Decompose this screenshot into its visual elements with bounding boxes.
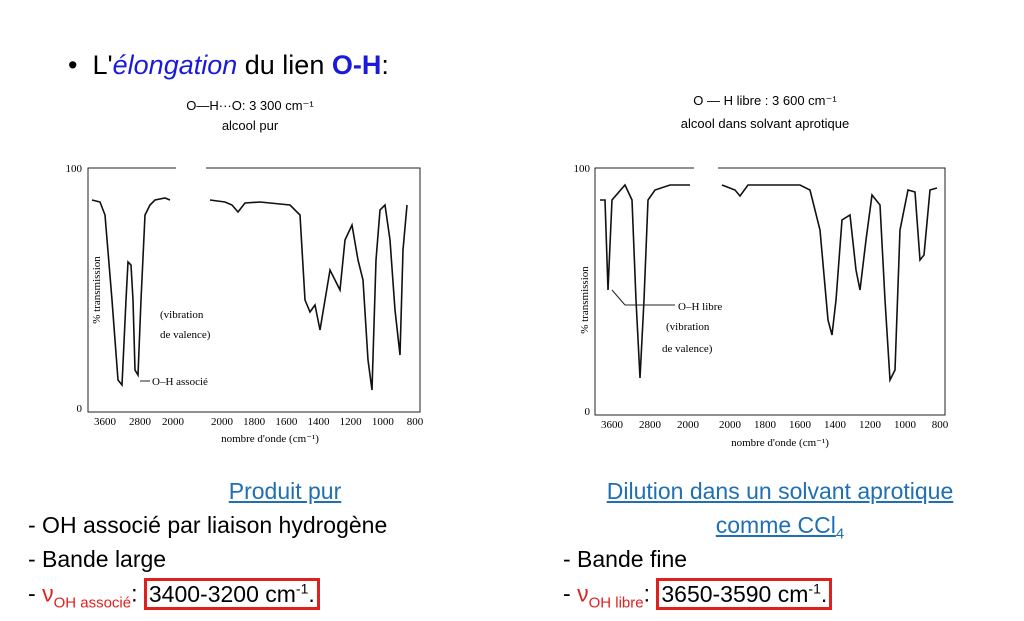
x-tick: 1600: [789, 419, 812, 431]
bold: O-H: [331, 50, 382, 80]
nu-line: - νOH associé: 3400-3200 cm-1.: [28, 577, 320, 612]
text: comme CCl: [715, 512, 836, 538]
text: :: [131, 580, 144, 607]
annotation: de valence): [662, 343, 713, 355]
value-box: 3650-3590 cm-1.: [656, 577, 833, 610]
y-label: % transmission: [579, 266, 591, 334]
y-tick: 100: [574, 163, 591, 175]
caption: alcool pur: [222, 118, 279, 133]
caption: O—H···O: 3 300 cm⁻¹: [186, 98, 314, 113]
caption: alcool dans solvant aprotique: [681, 116, 849, 131]
x-tick: 3600: [601, 419, 624, 431]
x-tick: 2800: [129, 416, 152, 428]
annotation: O–H associé: [152, 376, 208, 388]
spectrum: [91, 197, 408, 391]
subscript: 4: [835, 525, 845, 543]
x-tick: 2000: [162, 416, 185, 428]
text: du lien: [237, 50, 332, 80]
leader: [611, 289, 626, 306]
superscript: -1: [808, 580, 821, 596]
x-tick: 800: [407, 416, 424, 428]
x-tick: 2800: [639, 419, 662, 431]
x-label: nombre d'onde (cm⁻¹): [221, 433, 319, 445]
value: 3650-3590 cm: [661, 580, 809, 607]
x-tick: 1200: [859, 419, 882, 431]
x-ticks: 2000 1800 1600 1400 1200 1000 800: [719, 419, 949, 431]
x-tick: 3600: [94, 416, 117, 428]
gap: [694, 160, 718, 176]
annotation: (vibration: [160, 309, 204, 321]
subscript: OH libre: [588, 594, 644, 612]
y-tick: 100: [66, 163, 83, 175]
x-tick: 1000: [372, 416, 395, 428]
text: :: [381, 50, 389, 80]
x-tick: 2000: [677, 419, 700, 431]
symbol: ν: [577, 580, 589, 607]
x-tick: 1400: [824, 419, 847, 431]
x-tick: 2000: [211, 416, 234, 428]
x-tick: 2000: [719, 419, 742, 431]
x-label: nombre d'onde (cm⁻¹): [731, 437, 829, 449]
figure: O — H libre : 3 600 cm⁻¹ alcool dans sol…: [574, 93, 949, 449]
column-title: comme CCl4: [560, 512, 1000, 543]
x-tick: 1600: [275, 416, 298, 428]
annotation: de valence): [160, 329, 211, 341]
figures: O—H···O: 3 300 cm⁻¹ alcool pur % transmi…: [66, 93, 949, 449]
x-tick: 1400: [308, 416, 331, 428]
y-tick: 0: [585, 406, 591, 418]
line: - Bande fine: [563, 546, 688, 572]
x-tick: 1000: [894, 419, 917, 431]
text: .: [820, 580, 828, 607]
subscript: OH associé: [53, 594, 132, 612]
frame: [87, 167, 421, 413]
caption: O — H libre : 3 600 cm⁻¹: [693, 93, 837, 108]
text: :: [643, 580, 657, 607]
value: 3400-3200 cm: [148, 580, 296, 607]
nu-line: - νOH libre: 3650-3590 cm-1.: [563, 577, 833, 612]
line: - OH associé par liaison hydrogène: [28, 512, 388, 538]
text: -: [28, 580, 43, 607]
x-tick: 800: [932, 419, 949, 431]
y-label: % transmission: [91, 256, 103, 324]
column-title: Dilution dans un solvant aprotique: [606, 478, 954, 504]
x-ticks: 2000 1800 1600 1400 1200 1000 800: [211, 416, 424, 428]
x-tick: 1200: [340, 416, 363, 428]
x-tick: 1800: [243, 416, 266, 428]
text: L': [92, 50, 113, 80]
gap: [176, 160, 206, 176]
column-title: Produit pur: [228, 478, 342, 504]
x-tick: 1800: [754, 419, 777, 431]
superscript: -1: [295, 580, 309, 596]
annotation: (vibration: [666, 321, 710, 333]
y-tick: 0: [77, 403, 83, 415]
annotation: O–H libre: [678, 301, 722, 313]
frame: [594, 167, 946, 416]
value-box: 3400-3200 cm-1.: [143, 577, 320, 610]
text: -: [563, 580, 578, 607]
spectrum: [600, 183, 938, 384]
symbol: ν: [42, 580, 54, 607]
text: .: [308, 580, 315, 607]
line: - Bande large: [28, 546, 167, 572]
emphasis: élongation: [112, 50, 238, 80]
figure: O—H···O: 3 300 cm⁻¹ alcool pur % transmi…: [66, 98, 424, 445]
bullet: • L'élongation du lien O-H:: [68, 50, 389, 80]
